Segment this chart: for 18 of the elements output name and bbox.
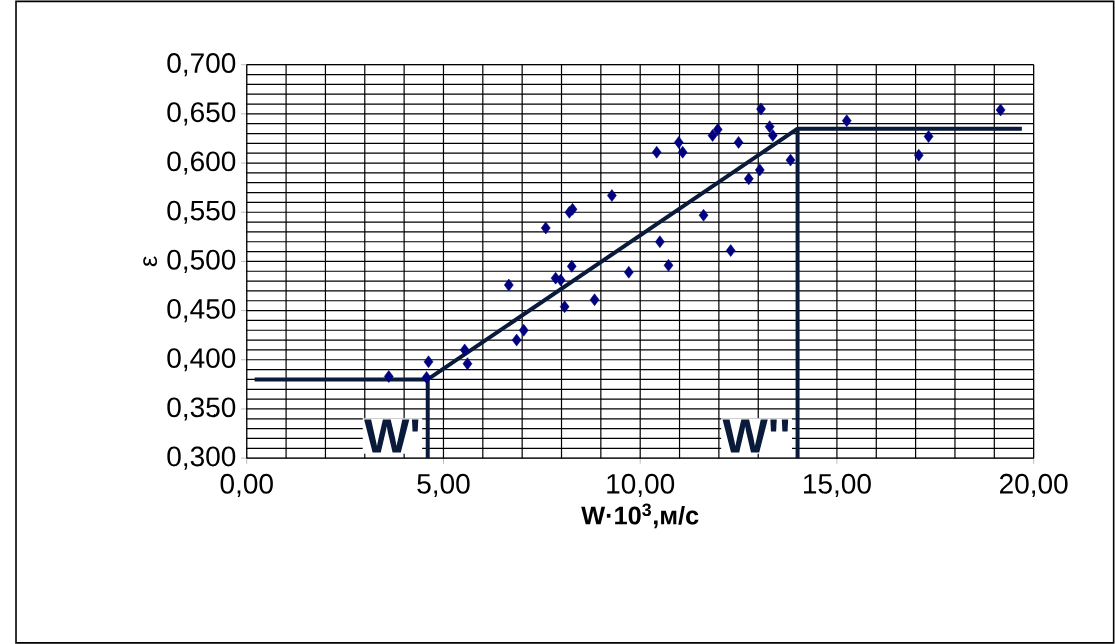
y-tick-label: 0,700	[167, 53, 236, 77]
x-tick-label: 15,00	[804, 473, 871, 497]
y-tick-label: 0,300	[167, 446, 236, 470]
annotation: W''	[722, 419, 789, 453]
x-tick-label: 0,00	[220, 473, 273, 497]
annotation: W'	[364, 419, 419, 453]
y-tick-label: 0,550	[167, 200, 236, 224]
y-tick-label: 0,600	[167, 151, 236, 175]
y-tick-label: 0,500	[167, 249, 236, 273]
y-tick-label: 0,450	[167, 298, 236, 323]
y-tick-label: 0,350	[167, 397, 236, 421]
x-tick-label: 10,00	[607, 473, 675, 497]
y-tick-label: 0,650	[167, 102, 236, 126]
x-tick-label: 5,00	[417, 473, 470, 497]
y-axis-title: ε	[143, 256, 158, 267]
x-axis-title: W·10$^{3}$,м/с	[581, 503, 699, 529]
y-tick-label: 0,400	[167, 348, 236, 372]
x-tick-label: 20,00	[1000, 473, 1068, 497]
